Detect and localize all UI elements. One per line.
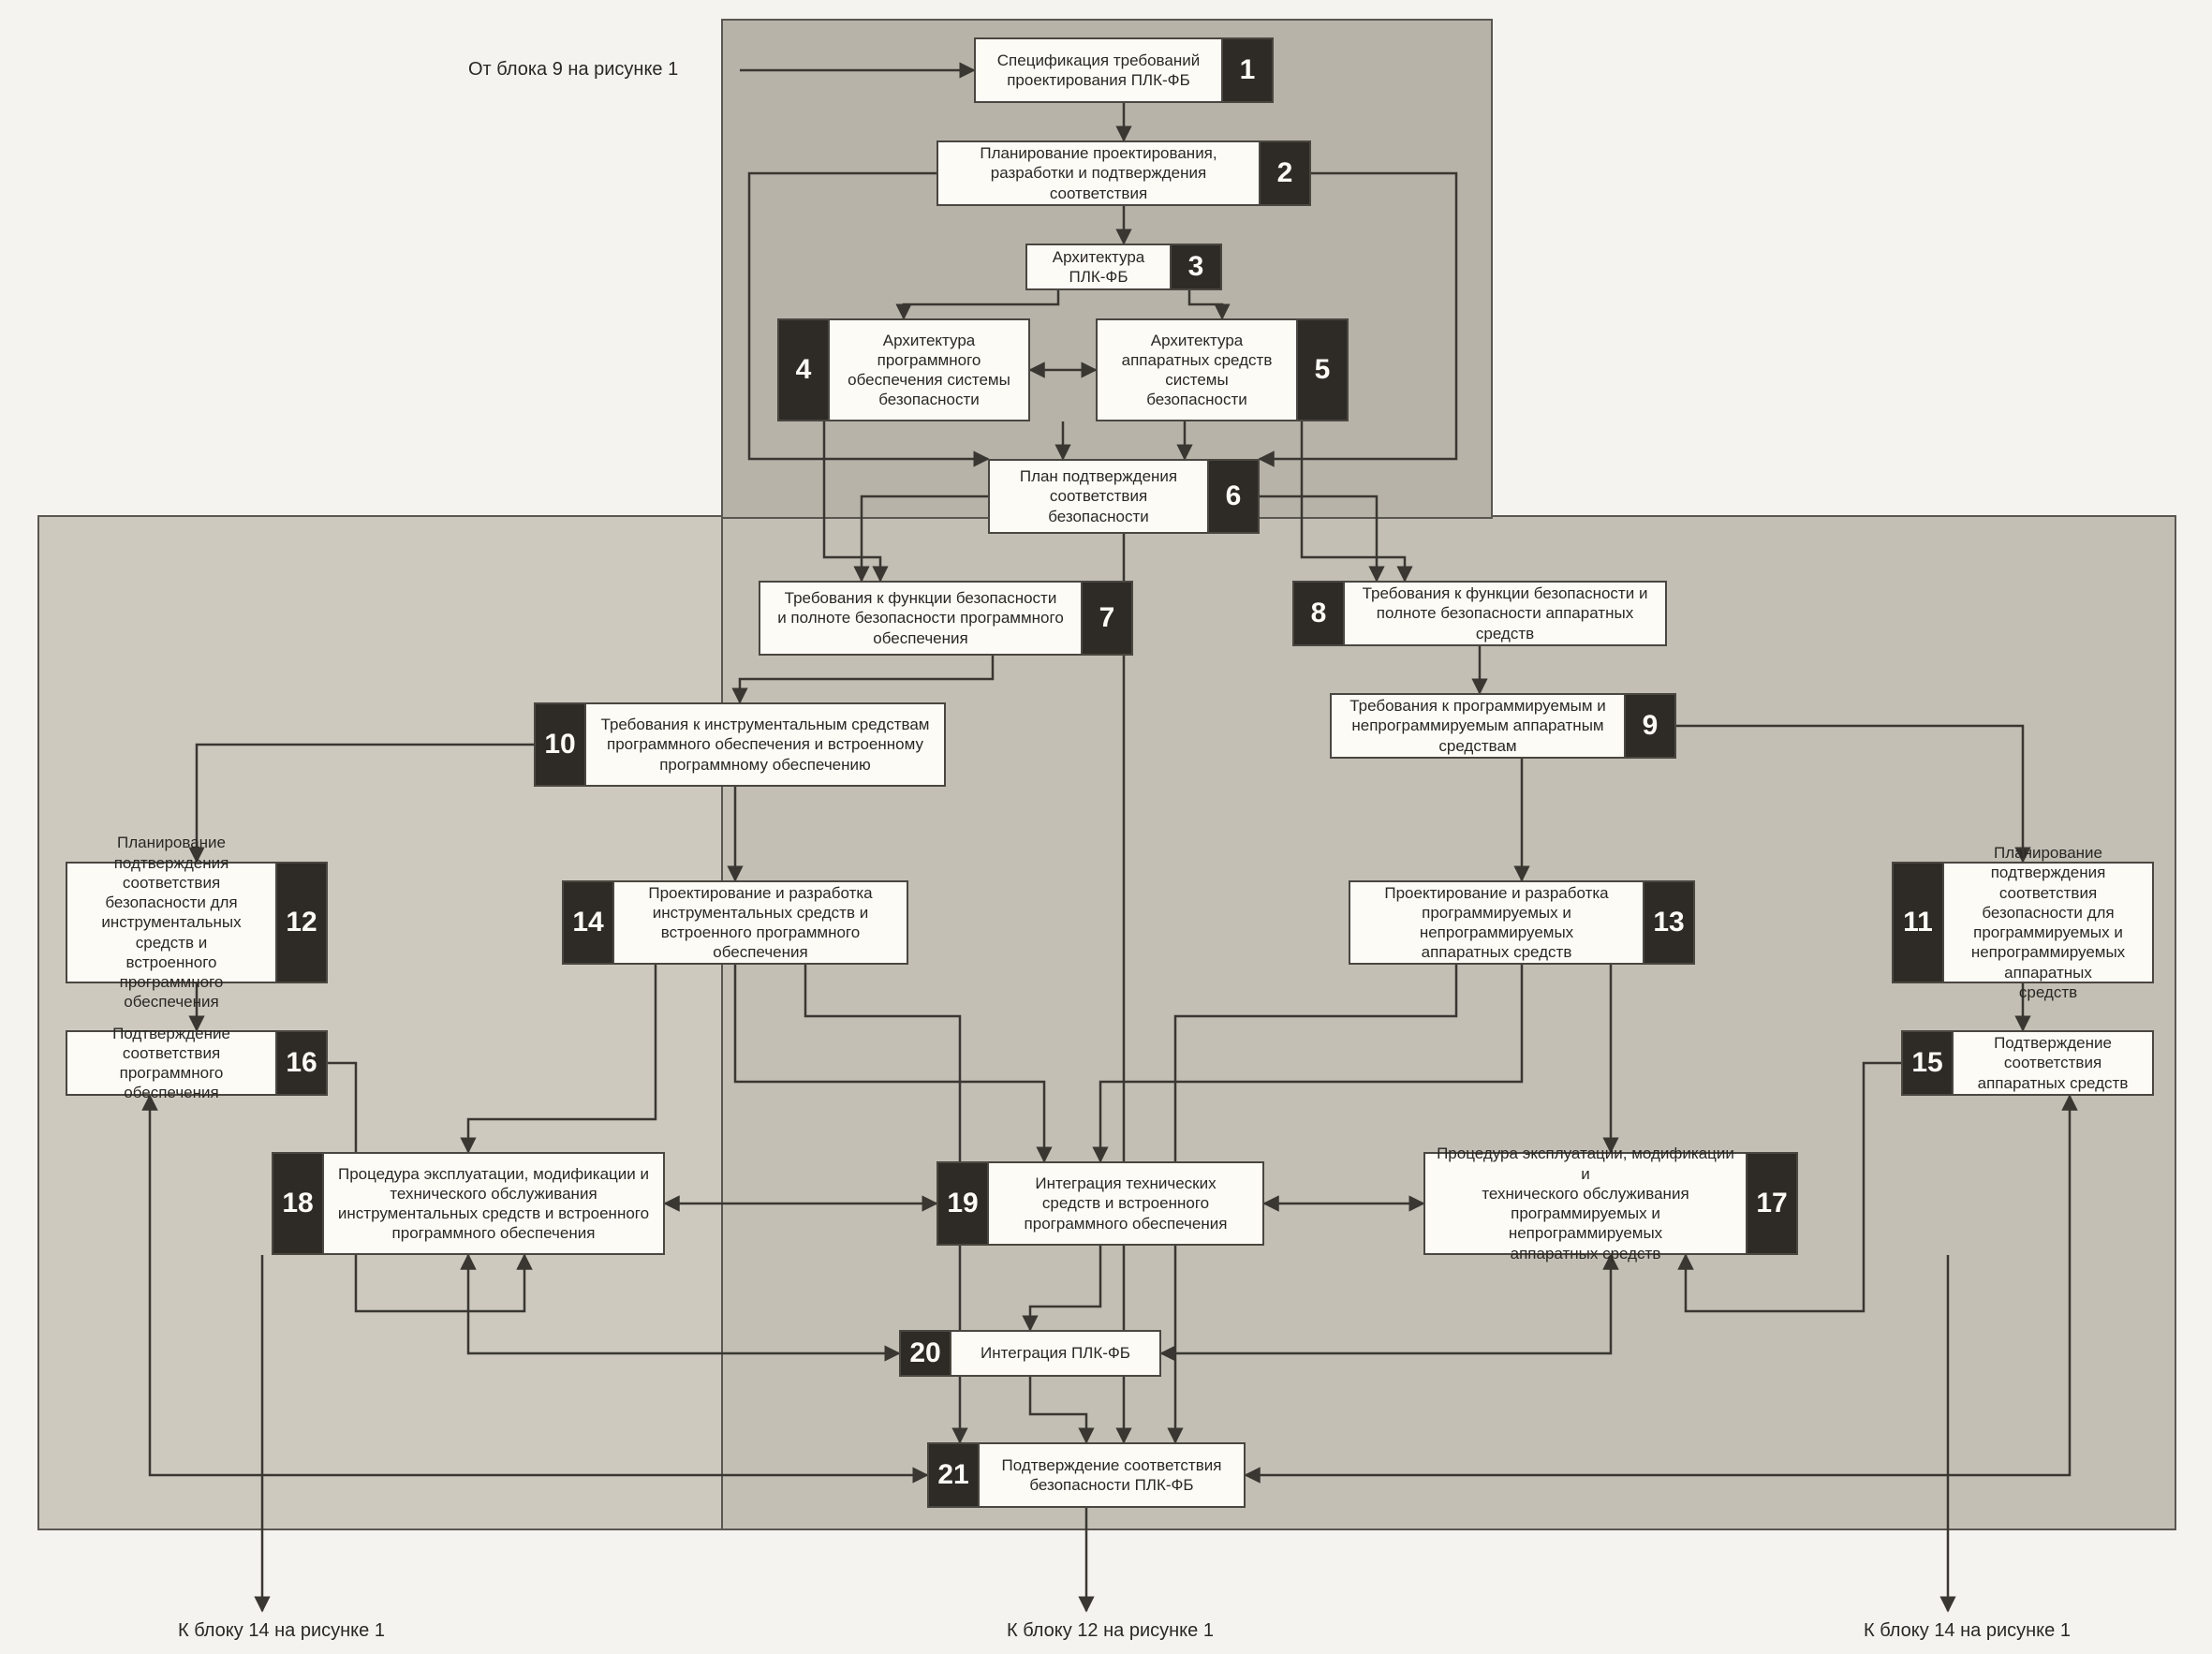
node-21: 21Подтверждение соответствиябезопасности… bbox=[927, 1442, 1246, 1508]
node-19-number: 19 bbox=[938, 1163, 989, 1244]
node-18: 18Процедура эксплуатации, модификации ит… bbox=[272, 1152, 665, 1255]
node-6: План подтверждениясоответствиябезопаснос… bbox=[988, 459, 1260, 534]
node-4-number: 4 bbox=[779, 320, 830, 420]
node-7: Требования к функции безопасностии полно… bbox=[759, 581, 1133, 656]
node-20-number: 20 bbox=[901, 1332, 951, 1375]
node-12-label: Планирование подтверждениясоответствия б… bbox=[67, 864, 275, 982]
node-16-number: 16 bbox=[275, 1032, 326, 1094]
arrow-32 bbox=[468, 1255, 899, 1353]
arrow-14 bbox=[1676, 726, 2023, 862]
node-4-label: Архитектурапрограммногообеспечения систе… bbox=[830, 320, 1028, 420]
node-7-number: 7 bbox=[1081, 583, 1131, 654]
node-21-number: 21 bbox=[929, 1444, 980, 1506]
arrow-9 bbox=[1302, 421, 1405, 581]
node-16: Подтверждение соответствияпрограммного о… bbox=[66, 1030, 328, 1096]
node-9-label: Требования к программируемым инепрограмм… bbox=[1332, 695, 1624, 757]
node-19-label: Интеграция техническихсредств и встроенн… bbox=[989, 1163, 1262, 1244]
node-8-label: Требования к функции безопасности иполно… bbox=[1345, 583, 1665, 644]
node-6-label: План подтверждениясоответствиябезопаснос… bbox=[990, 461, 1207, 532]
arrow-33 bbox=[1161, 1255, 1611, 1353]
node-14-label: Проектирование и разработкаинструменталь… bbox=[614, 882, 907, 963]
node-6-number: 6 bbox=[1207, 461, 1258, 532]
arrow-19 bbox=[735, 965, 1044, 1161]
arrow-24 bbox=[1030, 1246, 1100, 1330]
node-20: 20Интеграция ПЛК-ФБ bbox=[899, 1330, 1161, 1377]
node-3: Архитектура ПЛК-ФБ3 bbox=[1025, 244, 1222, 290]
node-12: Планирование подтверждениясоответствия б… bbox=[66, 862, 328, 983]
node-12-number: 12 bbox=[275, 864, 326, 982]
arrow-37 bbox=[862, 496, 1002, 581]
node-19: 19Интеграция техническихсредств и встрое… bbox=[936, 1161, 1264, 1246]
node-14-number: 14 bbox=[564, 882, 614, 963]
node-5-label: Архитектурааппаратных средствсистемыбезо… bbox=[1098, 320, 1296, 420]
arrow-20 bbox=[468, 965, 656, 1152]
node-4: 4Архитектурапрограммногообеспечения сист… bbox=[777, 318, 1030, 421]
node-15-number: 15 bbox=[1903, 1032, 1954, 1094]
node-15-label: Подтверждение соответствияаппаратных сре… bbox=[1954, 1032, 2152, 1094]
node-9-number: 9 bbox=[1624, 695, 1674, 757]
node-11-label: Планирование подтверждениясоответствия б… bbox=[1944, 864, 2152, 982]
node-21-label: Подтверждение соответствиябезопасности П… bbox=[980, 1444, 1244, 1506]
arrow-25 bbox=[1030, 1377, 1086, 1442]
node-5: Архитектурааппаратных средствсистемыбезо… bbox=[1096, 318, 1349, 421]
node-1-label: Спецификация требованийпроектирования ПЛ… bbox=[976, 39, 1221, 101]
node-13-number: 13 bbox=[1643, 882, 1693, 963]
node-10-number: 10 bbox=[536, 704, 586, 785]
node-1: Спецификация требованийпроектирования ПЛ… bbox=[974, 37, 1274, 103]
node-5-number: 5 bbox=[1296, 320, 1347, 420]
node-2-number: 2 bbox=[1259, 142, 1309, 204]
node-16-label: Подтверждение соответствияпрограммного о… bbox=[67, 1032, 275, 1094]
arrow-38 bbox=[1246, 496, 1377, 581]
node-3-number: 3 bbox=[1170, 245, 1220, 288]
arrow-4 bbox=[1189, 290, 1222, 318]
node-13-label: Проектирование и разработкапрограммируем… bbox=[1350, 882, 1643, 963]
node-11: 11Планирование подтверждениясоответствия… bbox=[1892, 862, 2154, 983]
arrow-18 bbox=[1100, 965, 1522, 1161]
node-14: 14Проектирование и разработкаинструмента… bbox=[562, 880, 908, 965]
node-15: 15Подтверждение соответствияаппаратных с… bbox=[1901, 1030, 2154, 1096]
node-20-label: Интеграция ПЛК-ФБ bbox=[951, 1332, 1159, 1375]
node-3-label: Архитектура ПЛК-ФБ bbox=[1027, 245, 1170, 288]
node-10-label: Требования к инструментальным средствамп… bbox=[586, 704, 944, 785]
node-8: 8Требования к функции безопасности иполн… bbox=[1292, 581, 1667, 646]
node-1-number: 1 bbox=[1221, 39, 1272, 101]
node-17-number: 17 bbox=[1746, 1154, 1796, 1253]
node-13: Проектирование и разработкапрограммируем… bbox=[1349, 880, 1695, 965]
arrow-3 bbox=[904, 290, 1058, 318]
node-7-label: Требования к функции безопасностии полно… bbox=[760, 583, 1081, 654]
node-17-label: Процедура эксплуатации, модификации итех… bbox=[1425, 1154, 1746, 1253]
node-8-number: 8 bbox=[1294, 583, 1345, 644]
node-17: Процедура эксплуатации, модификации итех… bbox=[1423, 1152, 1798, 1255]
arrow-8 bbox=[824, 421, 880, 581]
node-2-label: Планирование проектирования,разработки и… bbox=[938, 142, 1259, 204]
node-18-label: Процедура эксплуатации, модификации итех… bbox=[324, 1154, 663, 1253]
node-18-number: 18 bbox=[273, 1154, 324, 1253]
node-2: Планирование проектирования,разработки и… bbox=[936, 140, 1311, 206]
node-11-number: 11 bbox=[1894, 864, 1944, 982]
node-9: Требования к программируемым инепрограмм… bbox=[1330, 693, 1676, 759]
arrow-10 bbox=[740, 656, 993, 702]
node-10: 10Требования к инструментальным средства… bbox=[534, 702, 946, 787]
